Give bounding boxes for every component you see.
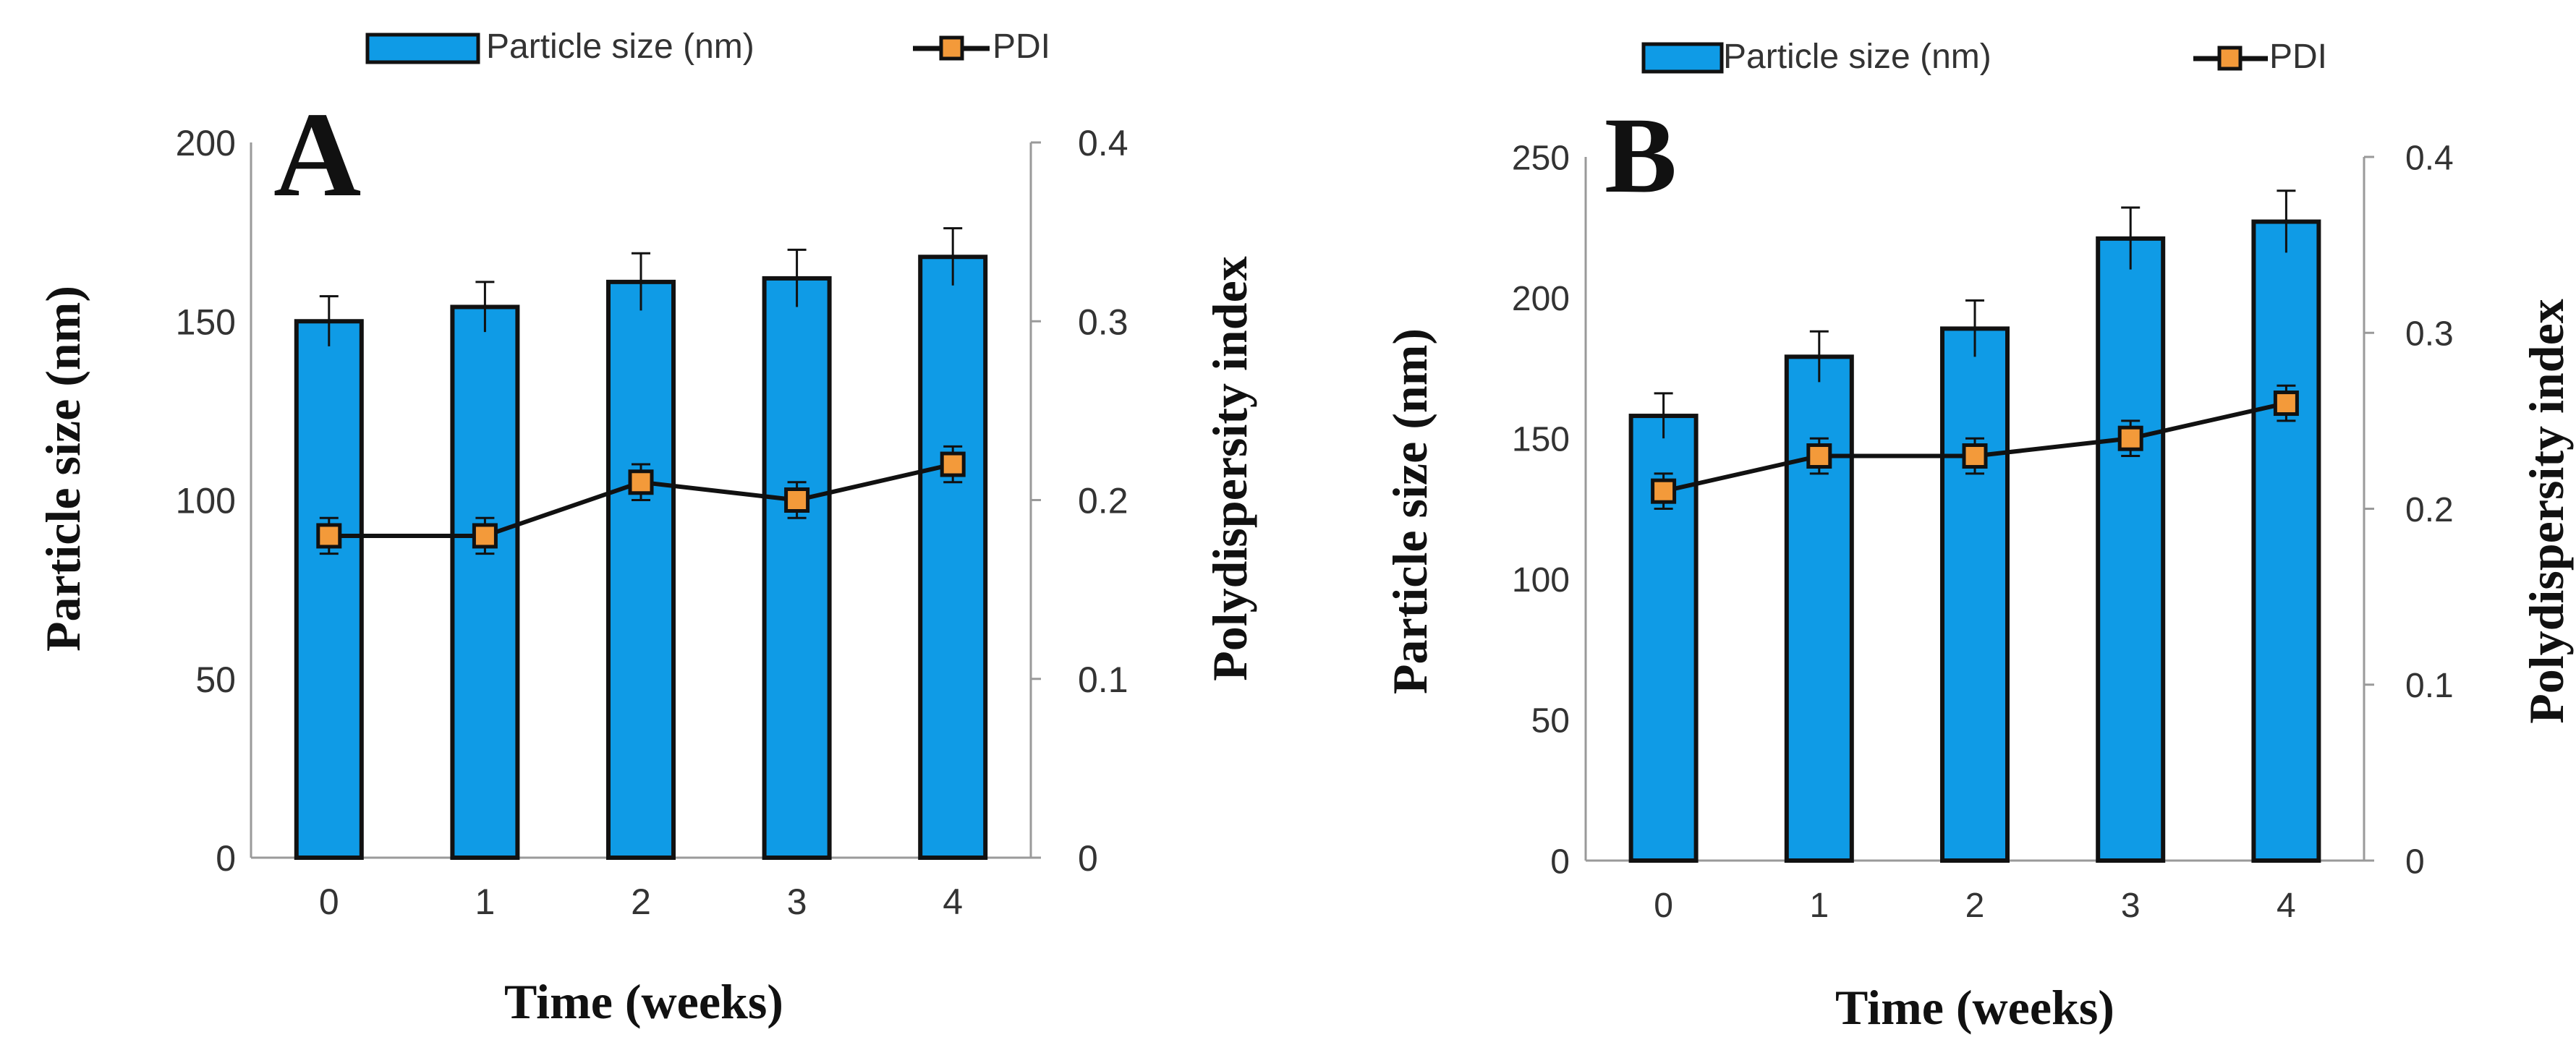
bar — [762, 276, 832, 861]
y-tick-label: 0 — [216, 838, 236, 879]
y2-axis-title: Polydispersity index — [2519, 299, 2574, 724]
pdi-marker — [1651, 478, 1677, 504]
legend-bar-swatch — [365, 33, 480, 64]
panel-label: A — [273, 88, 361, 222]
y-tick-label: 0 — [1550, 842, 1570, 881]
chart-panel-a: Particle size (nm) PDI A Particle size (… — [35, 27, 1257, 1029]
pdi-marker — [628, 469, 654, 495]
pdi-marker — [940, 451, 966, 477]
legend: Particle size (nm) PDI — [1641, 38, 2327, 76]
y2-tick-label: 0.2 — [2405, 491, 2454, 529]
bar — [2096, 236, 2166, 863]
y-tick-label: 100 — [176, 481, 236, 521]
pdi-marker — [1806, 443, 1832, 469]
legend-line-marker — [2217, 46, 2243, 71]
x-axis-title: Time (weeks) — [1835, 980, 2114, 1035]
pdi-marker — [2273, 391, 2299, 417]
x-tick-label: 4 — [943, 882, 963, 922]
pdi-marker — [1962, 443, 1988, 469]
y-tick-label: 250 — [1512, 139, 1570, 177]
y-tick-label: 200 — [176, 123, 236, 163]
bar — [450, 304, 520, 861]
x-tick-label: 1 — [475, 882, 495, 922]
y2-tick-label: 0.4 — [2405, 139, 2454, 177]
y2-tick-label: 0.1 — [1078, 660, 1128, 700]
y2-tick-label: 0.3 — [2405, 315, 2454, 354]
y-tick-label: 150 — [1512, 420, 1570, 458]
bar — [918, 255, 988, 860]
x-tick-label: 2 — [631, 882, 651, 922]
bar — [1784, 354, 1854, 863]
bar — [2251, 219, 2321, 863]
x-tick-label: 0 — [319, 882, 339, 922]
legend: Particle size (nm) PDI — [365, 27, 1050, 66]
x-tick-label: 3 — [2121, 887, 2141, 925]
y2-tick-label: 0.4 — [1078, 123, 1128, 163]
y-tick-label: 50 — [1531, 702, 1570, 741]
legend-line-label: PDI — [2269, 38, 2327, 76]
y2-tick-label: 0 — [1078, 838, 1098, 879]
bar — [294, 319, 364, 860]
x-tick-label: 3 — [787, 882, 807, 922]
y-axis-title: Particle size (nm) — [1382, 328, 1437, 694]
panel-label: B — [1604, 95, 1677, 216]
x-tick-label: 2 — [1965, 887, 1985, 925]
legend-bar-label: Particle size (nm) — [486, 27, 754, 66]
y-tick-label: 150 — [176, 302, 236, 342]
legend-line-marker — [939, 35, 964, 61]
bar — [1940, 326, 2010, 863]
y2-tick-label: 0.3 — [1078, 302, 1128, 342]
y2-tick-label: 0.2 — [1078, 481, 1128, 521]
x-axis-title: Time (weeks) — [504, 974, 783, 1029]
y-tick-label: 100 — [1512, 561, 1570, 600]
legend-bar-label: Particle size (nm) — [1723, 38, 1991, 76]
chart-panel-b: Particle size (nm) PDI B Particle size (… — [1382, 38, 2574, 1035]
y-tick-label: 200 — [1512, 280, 1570, 318]
pdi-marker — [472, 523, 498, 549]
pdi-marker — [316, 523, 342, 549]
y-tick-label: 50 — [195, 660, 236, 700]
bar — [606, 279, 676, 861]
x-tick-label: 0 — [1654, 887, 1673, 925]
y-axis-title: Particle size (nm) — [35, 286, 90, 652]
y2-axis-title: Polydispersity index — [1202, 256, 1257, 681]
x-tick-label: 1 — [1809, 887, 1829, 925]
legend-bar-swatch — [1641, 42, 1724, 74]
legend-line-label: PDI — [992, 27, 1050, 66]
pdi-marker — [2117, 425, 2143, 451]
y2-tick-label: 0 — [2405, 842, 2425, 881]
pdi-marker — [784, 487, 810, 513]
x-tick-label: 4 — [2277, 887, 2296, 925]
y2-tick-label: 0.1 — [2405, 667, 2454, 705]
